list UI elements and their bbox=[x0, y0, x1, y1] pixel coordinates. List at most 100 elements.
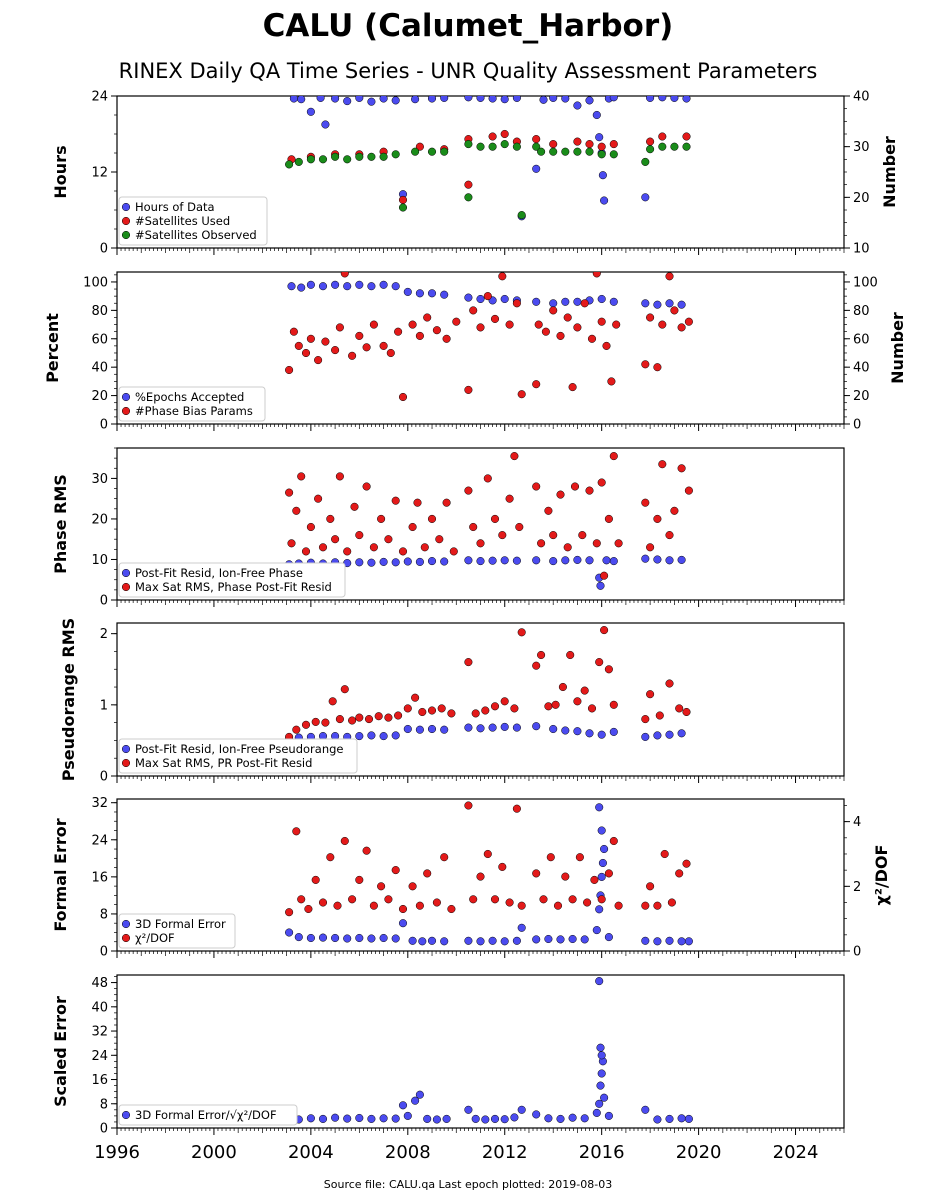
legend-label: χ²/DOF bbox=[135, 931, 175, 945]
data-point bbox=[318, 1114, 328, 1123]
data-point bbox=[512, 936, 521, 945]
data-point bbox=[483, 849, 492, 859]
data-point bbox=[331, 280, 340, 289]
data-point bbox=[294, 933, 303, 942]
data-point bbox=[488, 132, 497, 141]
y-tick-label: 24 bbox=[91, 90, 108, 105]
y-tick-label: 48 bbox=[91, 976, 108, 991]
data-point bbox=[292, 725, 301, 734]
data-point bbox=[340, 836, 349, 846]
data-point bbox=[355, 531, 364, 540]
data-point bbox=[464, 293, 473, 302]
data-point bbox=[580, 935, 589, 944]
data-point bbox=[481, 706, 490, 715]
data-point bbox=[505, 494, 514, 503]
data-point bbox=[597, 895, 606, 904]
data-point bbox=[544, 702, 553, 711]
legend-label: 3D Formal Error/√χ²/DOF bbox=[135, 1108, 277, 1122]
data-point bbox=[440, 937, 449, 946]
data-point bbox=[641, 936, 650, 945]
data-point bbox=[340, 685, 349, 694]
data-point bbox=[321, 120, 330, 129]
panel-phase: 0 10 20 30 Phase RMS Post-Fit Resid, Ion-Free… bbox=[51, 447, 845, 609]
data-point bbox=[561, 96, 570, 103]
data-point bbox=[595, 133, 604, 142]
data-point bbox=[469, 306, 478, 315]
data-point bbox=[423, 869, 432, 878]
data-point bbox=[549, 724, 558, 734]
x-tick-label: 2012 bbox=[482, 1142, 528, 1163]
legend-box bbox=[118, 1104, 298, 1126]
data-point bbox=[488, 96, 497, 103]
data-point bbox=[585, 486, 594, 495]
data-point bbox=[510, 704, 519, 713]
data-point bbox=[355, 713, 364, 722]
data-point bbox=[440, 290, 449, 299]
legend: Hours of Data#Satellites Used#Satellites… bbox=[118, 196, 268, 246]
y-tick-label: 32 bbox=[91, 1025, 108, 1040]
data-point bbox=[427, 514, 437, 523]
data-point bbox=[367, 282, 376, 291]
data-point bbox=[677, 300, 686, 309]
data-points bbox=[285, 452, 693, 590]
data-point bbox=[670, 96, 679, 102]
data-point bbox=[517, 1105, 526, 1114]
data-point bbox=[665, 679, 674, 688]
data-point bbox=[532, 661, 541, 670]
data-point bbox=[561, 726, 570, 735]
data-point bbox=[600, 1093, 609, 1102]
data-point bbox=[481, 1115, 490, 1124]
data-point bbox=[418, 707, 427, 717]
data-point bbox=[464, 193, 473, 202]
data-point bbox=[595, 905, 604, 914]
data-point bbox=[476, 724, 485, 733]
data-point bbox=[285, 365, 294, 375]
y-right-tick-label: 0 bbox=[853, 945, 861, 960]
data-point bbox=[578, 531, 587, 540]
x-tick-label: 2008 bbox=[385, 1142, 431, 1163]
data-point bbox=[595, 658, 604, 667]
data-point bbox=[532, 135, 541, 144]
data-point bbox=[532, 869, 541, 878]
data-point bbox=[398, 392, 408, 402]
data-point bbox=[563, 313, 572, 322]
y-tick-label: 0 bbox=[100, 1122, 108, 1137]
data-point bbox=[403, 287, 412, 296]
data-point bbox=[464, 180, 473, 189]
data-point bbox=[362, 482, 371, 491]
data-point bbox=[374, 712, 383, 721]
data-point bbox=[573, 697, 582, 706]
data-point bbox=[476, 142, 485, 151]
data-point bbox=[549, 140, 558, 149]
data-point bbox=[568, 934, 577, 944]
legend-box bbox=[118, 562, 346, 598]
data-point bbox=[532, 142, 541, 151]
data-point bbox=[568, 1113, 577, 1122]
data-point bbox=[500, 937, 509, 946]
y-tick-label: 8 bbox=[100, 1097, 108, 1112]
data-point bbox=[553, 901, 563, 910]
data-point bbox=[517, 923, 526, 932]
data-point bbox=[544, 934, 553, 944]
data-point bbox=[515, 522, 524, 532]
data-point bbox=[440, 147, 449, 156]
data-point bbox=[367, 1114, 376, 1123]
data-point bbox=[684, 317, 693, 326]
data-point bbox=[367, 558, 376, 567]
data-point bbox=[289, 327, 298, 336]
y-right-tick-label: 40 bbox=[853, 90, 870, 105]
data-point bbox=[348, 351, 357, 360]
data-point bbox=[355, 331, 364, 340]
x-tick-label: 2004 bbox=[288, 1142, 334, 1163]
legend-label: Max Sat RMS, Phase Post-Fit Resid bbox=[135, 580, 332, 594]
data-point bbox=[532, 935, 541, 944]
data-point bbox=[653, 555, 662, 564]
legend-box bbox=[118, 196, 268, 246]
legend-marker bbox=[121, 406, 131, 416]
legend-label: #Satellites Used bbox=[135, 214, 230, 228]
y-right-tick-label: 4 bbox=[853, 815, 861, 830]
data-point bbox=[604, 869, 613, 878]
y-tick-label: 30 bbox=[91, 472, 108, 487]
data-point bbox=[435, 535, 444, 544]
data-point bbox=[355, 96, 364, 102]
